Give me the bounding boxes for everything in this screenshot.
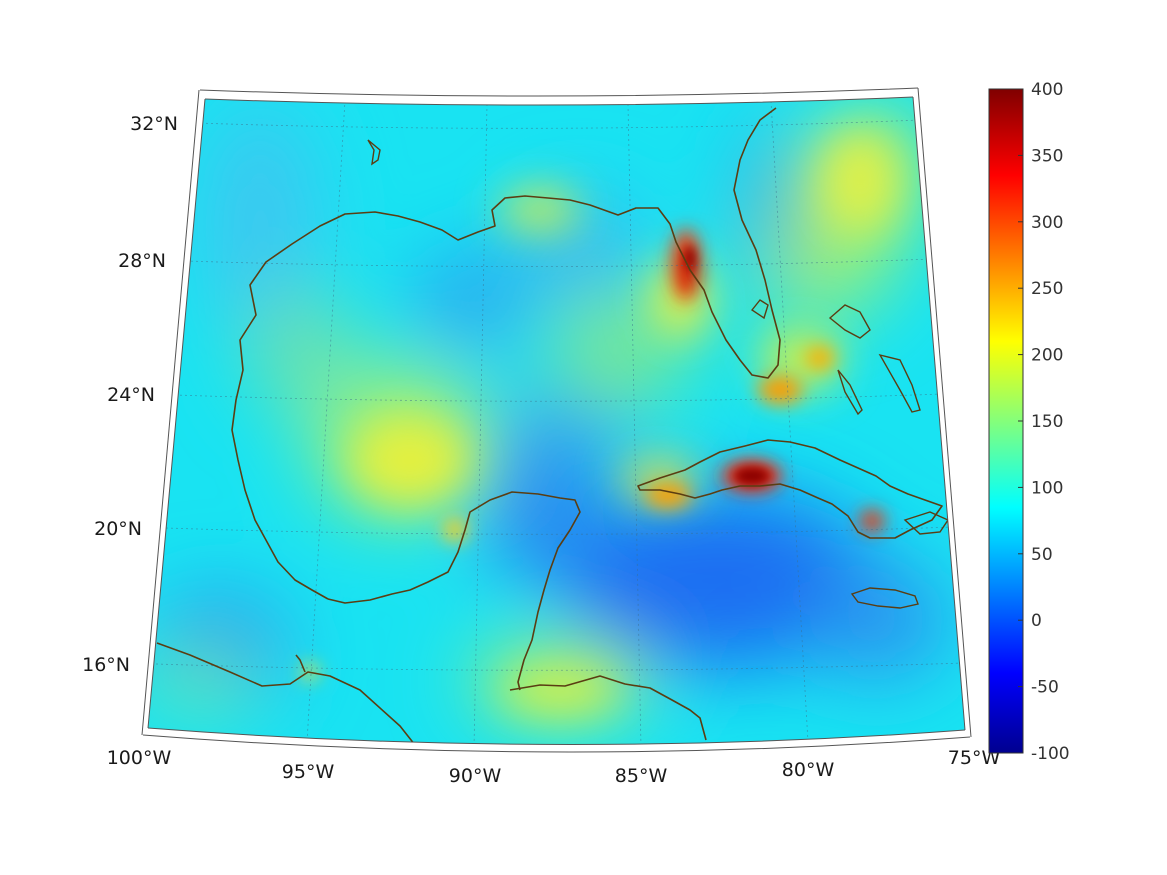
lat-label-20: 20°N bbox=[94, 518, 142, 540]
lon-label-95w: 95°W bbox=[282, 761, 335, 783]
lat-label-24: 24°N bbox=[107, 384, 155, 406]
colorbar-tick-label: 250 bbox=[1031, 279, 1063, 299]
lat-label-32: 32°N bbox=[130, 113, 178, 135]
colorbar-tick-label: 400 bbox=[1031, 80, 1063, 100]
colorbar-tick-label: 150 bbox=[1031, 412, 1063, 432]
lat-label-16: 16°N bbox=[82, 654, 130, 676]
colorbar-tick-label: 300 bbox=[1031, 213, 1063, 233]
colorbar-tick-label: 100 bbox=[1031, 478, 1063, 498]
colorbar-ticks: 400 350 300 250 200 150 100 50 0 -50 -100 bbox=[1018, 80, 1070, 764]
lon-label-80w: 80°W bbox=[782, 759, 835, 781]
longitude-labels: 100°W 95°W 90°W 85°W 80°W 75°W bbox=[107, 747, 1001, 787]
colorbar-tick-label: -100 bbox=[1031, 744, 1070, 764]
graticule bbox=[155, 99, 964, 745]
lat-label-28: 28°N bbox=[118, 250, 166, 272]
colorbar-tick-label: -50 bbox=[1031, 678, 1059, 698]
lon-label-85w: 85°W bbox=[615, 765, 668, 787]
colorbar-tick-label: 200 bbox=[1031, 346, 1063, 366]
coastlines bbox=[156, 107, 950, 745]
lon-label-100w: 100°W bbox=[107, 747, 172, 769]
colorbar-gradient bbox=[988, 88, 1024, 754]
colorbar: 400 350 300 250 200 150 100 50 0 -50 -100 bbox=[988, 80, 1070, 764]
colorbar-tick-label: 0 bbox=[1031, 611, 1042, 631]
colorbar-tick-label: 50 bbox=[1031, 545, 1053, 565]
latitude-labels: 32°N 28°N 24°N 20°N 16°N bbox=[82, 113, 178, 676]
lon-label-75w: 75°W bbox=[948, 747, 1001, 769]
lon-label-90w: 90°W bbox=[449, 765, 502, 787]
heat-field bbox=[148, 97, 965, 745]
colorbar-tick-label: 350 bbox=[1031, 146, 1063, 166]
map-frame bbox=[141, 87, 972, 753]
